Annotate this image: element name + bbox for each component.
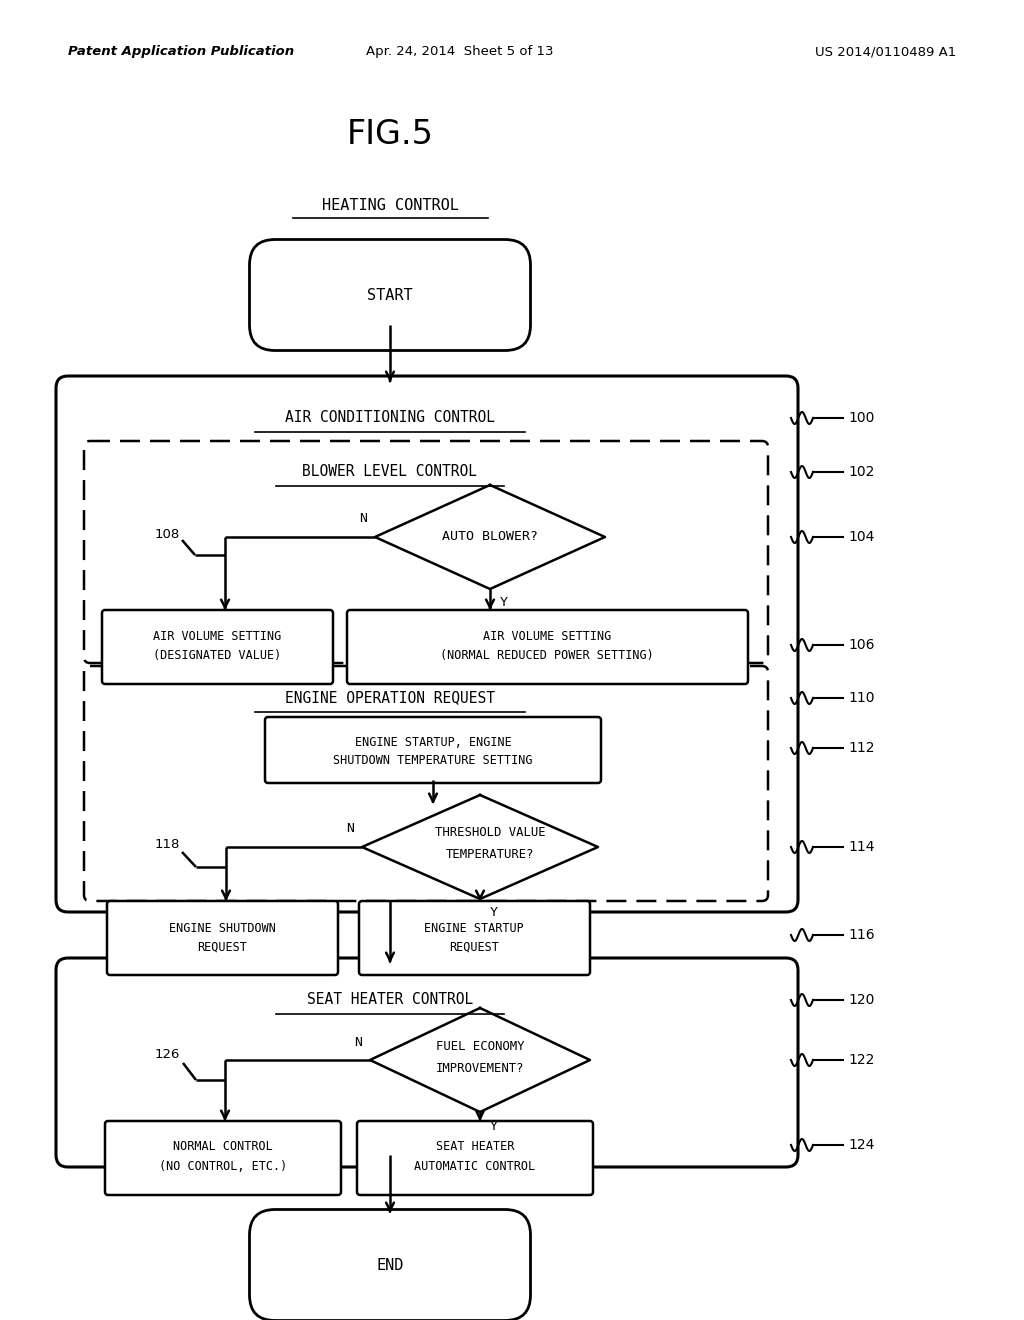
Text: 102: 102	[848, 465, 874, 479]
Text: FIG.5: FIG.5	[346, 119, 433, 152]
Text: AUTO BLOWER?: AUTO BLOWER?	[442, 531, 538, 544]
Text: TEMPERATURE?: TEMPERATURE?	[445, 849, 535, 862]
Text: 110: 110	[848, 690, 874, 705]
FancyBboxPatch shape	[84, 441, 768, 663]
Text: 104: 104	[848, 531, 874, 544]
Text: START: START	[368, 288, 413, 302]
Text: Y: Y	[490, 1119, 498, 1133]
FancyBboxPatch shape	[347, 610, 748, 684]
Text: (NORMAL REDUCED POWER SETTING): (NORMAL REDUCED POWER SETTING)	[440, 648, 654, 661]
Text: REQUEST: REQUEST	[450, 940, 499, 953]
Text: Y: Y	[500, 597, 508, 610]
FancyBboxPatch shape	[56, 376, 798, 912]
Text: Patent Application Publication: Patent Application Publication	[68, 45, 294, 58]
Text: Y: Y	[490, 907, 498, 920]
Text: FUEL ECONOMY: FUEL ECONOMY	[436, 1040, 524, 1052]
Text: ENGINE OPERATION REQUEST: ENGINE OPERATION REQUEST	[285, 690, 495, 705]
FancyBboxPatch shape	[359, 902, 590, 975]
Text: US 2014/0110489 A1: US 2014/0110489 A1	[815, 45, 956, 58]
Text: (NO CONTROL, ETC.): (NO CONTROL, ETC.)	[159, 1159, 287, 1172]
Text: 118: 118	[155, 838, 180, 851]
Polygon shape	[370, 1008, 590, 1111]
Text: N: N	[346, 822, 354, 836]
Text: SEAT HEATER CONTROL: SEAT HEATER CONTROL	[307, 993, 473, 1007]
Text: AIR VOLUME SETTING: AIR VOLUME SETTING	[153, 630, 282, 643]
FancyBboxPatch shape	[357, 1121, 593, 1195]
FancyBboxPatch shape	[250, 239, 530, 351]
Text: 122: 122	[848, 1053, 874, 1067]
Text: END: END	[376, 1258, 403, 1272]
FancyBboxPatch shape	[56, 958, 798, 1167]
Text: 114: 114	[848, 840, 874, 854]
Text: HEATING CONTROL: HEATING CONTROL	[322, 198, 459, 213]
Text: ENGINE SHUTDOWN: ENGINE SHUTDOWN	[169, 921, 275, 935]
Polygon shape	[375, 484, 605, 589]
FancyBboxPatch shape	[105, 1121, 341, 1195]
Text: BLOWER LEVEL CONTROL: BLOWER LEVEL CONTROL	[302, 465, 477, 479]
FancyBboxPatch shape	[265, 717, 601, 783]
Text: 126: 126	[155, 1048, 180, 1061]
Text: 120: 120	[848, 993, 874, 1007]
Text: 116: 116	[848, 928, 874, 942]
FancyBboxPatch shape	[102, 610, 333, 684]
Text: Apr. 24, 2014  Sheet 5 of 13: Apr. 24, 2014 Sheet 5 of 13	[367, 45, 554, 58]
FancyBboxPatch shape	[84, 667, 768, 902]
Text: IMPROVEMENT?: IMPROVEMENT?	[436, 1061, 524, 1074]
Text: N: N	[354, 1035, 362, 1048]
Text: THRESHOLD VALUE: THRESHOLD VALUE	[434, 826, 546, 840]
Text: NORMAL CONTROL: NORMAL CONTROL	[173, 1140, 272, 1154]
Text: (DESIGNATED VALUE): (DESIGNATED VALUE)	[153, 648, 282, 661]
Text: 100: 100	[848, 411, 874, 425]
Text: REQUEST: REQUEST	[197, 940, 247, 953]
Text: 108: 108	[155, 528, 180, 541]
Text: 124: 124	[848, 1138, 874, 1152]
FancyBboxPatch shape	[250, 1209, 530, 1320]
Text: ENGINE STARTUP, ENGINE: ENGINE STARTUP, ENGINE	[354, 735, 511, 748]
Polygon shape	[362, 795, 598, 899]
Text: AIR VOLUME SETTING: AIR VOLUME SETTING	[483, 630, 611, 643]
Text: N: N	[359, 512, 367, 525]
Text: AIR CONDITIONING CONTROL: AIR CONDITIONING CONTROL	[285, 411, 495, 425]
Text: SEAT HEATER: SEAT HEATER	[436, 1140, 514, 1154]
Text: SHUTDOWN TEMPERATURE SETTING: SHUTDOWN TEMPERATURE SETTING	[333, 755, 532, 767]
Text: AUTOMATIC CONTROL: AUTOMATIC CONTROL	[415, 1159, 536, 1172]
Text: 112: 112	[848, 741, 874, 755]
Text: 106: 106	[848, 638, 874, 652]
FancyBboxPatch shape	[106, 902, 338, 975]
Text: ENGINE STARTUP: ENGINE STARTUP	[424, 921, 524, 935]
